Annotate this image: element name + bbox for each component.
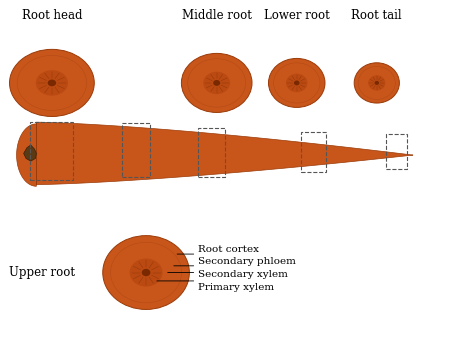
Ellipse shape xyxy=(129,258,163,286)
Ellipse shape xyxy=(294,81,300,85)
Polygon shape xyxy=(17,122,413,186)
Ellipse shape xyxy=(368,75,385,91)
Text: Lower root: Lower root xyxy=(264,9,329,22)
Text: Upper root: Upper root xyxy=(9,266,75,279)
Ellipse shape xyxy=(103,236,190,309)
Text: Root head: Root head xyxy=(22,9,82,22)
Ellipse shape xyxy=(182,53,252,113)
Ellipse shape xyxy=(48,80,56,86)
Ellipse shape xyxy=(213,80,220,86)
Bar xyxy=(198,128,225,177)
Bar xyxy=(301,131,326,172)
Bar xyxy=(30,122,73,180)
Text: Root tail: Root tail xyxy=(352,9,402,22)
Text: Root cortex: Root cortex xyxy=(198,245,259,253)
Ellipse shape xyxy=(203,72,230,94)
Ellipse shape xyxy=(36,70,68,96)
Ellipse shape xyxy=(268,58,325,108)
Ellipse shape xyxy=(142,269,150,276)
Text: Primary xylem: Primary xylem xyxy=(198,283,274,292)
Ellipse shape xyxy=(374,81,379,85)
Ellipse shape xyxy=(354,63,400,103)
Bar xyxy=(386,134,407,169)
Text: Middle root: Middle root xyxy=(182,9,252,22)
Bar xyxy=(122,123,150,177)
Ellipse shape xyxy=(9,49,94,117)
Ellipse shape xyxy=(286,73,308,92)
Polygon shape xyxy=(24,145,36,161)
Text: Secondary phloem: Secondary phloem xyxy=(198,257,296,266)
Text: Secondary xylem: Secondary xylem xyxy=(198,270,288,279)
